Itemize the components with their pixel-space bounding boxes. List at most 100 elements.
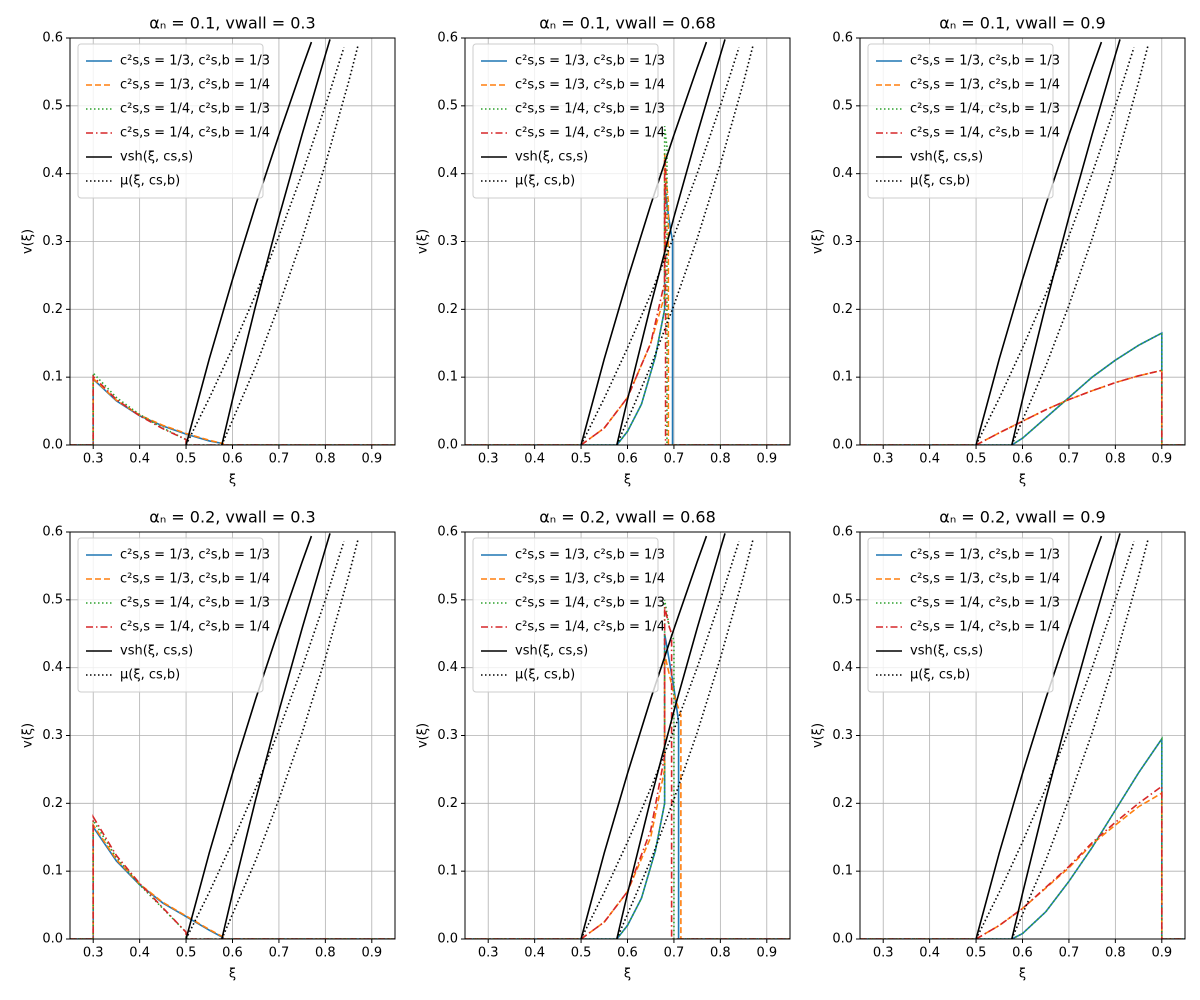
y-tick-label: 0.3 [42,234,63,249]
legend-box [867,537,1054,693]
lines [860,39,1185,445]
series-line [860,369,1185,445]
x-tick-label: 0.8 [1105,946,1126,961]
legend-box [472,43,659,199]
chart-title: αₙ = 0.1, vwall = 0.3 [149,14,315,33]
legend-box [77,43,264,199]
x-tick-label: 0.3 [83,946,104,961]
legend-label: μ(ξ, cs,b) [120,174,180,189]
lines [70,39,395,445]
legend-label: c²s,s = 1/4, c²s,b = 1/3 [515,596,665,611]
series-line [70,376,395,445]
y-tick-label: 0.5 [832,592,853,607]
x-tick-label: 0.3 [478,946,499,961]
y-tick-label: 0.6 [832,31,853,46]
y-tick-label: 0.1 [832,370,853,385]
legend-label: vsh(ξ, cs,s) [910,644,983,659]
x-tick-label: 0.7 [269,946,290,961]
y-tick-label: 0.4 [437,660,458,675]
y-tick-label: 0.4 [437,166,458,181]
subplot: 0.3 0.4 0.5 0.6 0.7 0.8 0.9 0.0 0.1 0.2 0.3 0.4 0.5 0… [416,508,791,982]
series-line [70,822,395,939]
series-line [185,45,359,445]
x-tick-label: 0.5 [966,452,987,467]
lines [860,533,1185,939]
x-tick-label: 0.8 [710,946,731,961]
series-line [580,533,726,939]
legend-label: c²s,s = 1/3, c²s,b = 1/4 [120,572,270,587]
x-tick-label: 0.4 [919,452,940,467]
legend-label: c²s,s = 1/4, c²s,b = 1/4 [515,126,665,141]
series-line [185,539,359,939]
legend-label: c²s,s = 1/4, c²s,b = 1/4 [910,620,1060,635]
legend-box [867,43,1054,199]
legend-label: vsh(ξ, cs,s) [120,644,193,659]
x-axis-label: ξ [1019,473,1026,488]
y-tick-label: 0.4 [832,166,853,181]
legend: c²s,s = 1/3, c²s,b = 1/3 c²s,s = 1/3, c²s… [867,537,1060,693]
series-line [465,606,790,939]
series-line [860,791,1185,939]
x-tick-label: 0.7 [664,452,685,467]
y-tick-label: 0.6 [42,525,63,540]
y-tick-label: 0.0 [832,438,853,453]
x-tick-label: 0.5 [571,946,592,961]
y-tick-label: 0.4 [832,660,853,675]
legend-label: c²s,s = 1/3, c²s,b = 1/4 [120,78,270,93]
x-tick-label: 0.8 [1105,452,1126,467]
x-tick-label: 0.9 [756,946,777,961]
series-line [860,784,1185,939]
axes-frame [69,531,396,940]
x-tick-label: 0.7 [664,946,685,961]
x-tick-label: 0.6 [617,946,638,961]
x-tick-label: 0.6 [617,452,638,467]
y-tick-label: 0.3 [832,728,853,743]
legend-label: c²s,s = 1/3, c²s,b = 1/4 [515,78,665,93]
y-tick-label: 0.3 [42,728,63,743]
x-tick-label: 0.9 [361,452,382,467]
y-tick-label: 0.5 [832,98,853,113]
lines [465,533,790,939]
x-tick-label: 0.9 [1151,452,1172,467]
x-tick-label: 0.9 [361,946,382,961]
series-line [185,533,331,939]
x-tick-label: 0.8 [710,452,731,467]
y-tick-label: 0.1 [437,370,458,385]
axes-frame [69,37,396,446]
y-axis-label: v(ξ) [21,229,36,254]
x-tick-label: 0.9 [756,452,777,467]
x-axis-label: ξ [624,473,631,488]
y-tick-label: 0.2 [437,796,458,811]
legend-label: c²s,s = 1/4, c²s,b = 1/4 [120,126,270,141]
y-tick-label: 0.2 [42,302,63,317]
x-tick-label: 0.8 [315,946,336,961]
legend-label: μ(ξ, cs,b) [515,668,575,683]
x-tick-label: 0.7 [269,452,290,467]
y-axis-label: v(ξ) [416,723,431,748]
y-axis-label: v(ξ) [21,723,36,748]
y-tick-label: 0.0 [42,438,63,453]
axes-frame [859,531,1186,940]
subplot: 0.3 0.4 0.5 0.6 0.7 0.8 0.9 0.0 0.1 0.2 0.3 0.4 0.5 0… [811,14,1186,488]
legend-label: c²s,s = 1/3, c²s,b = 1/3 [910,548,1060,563]
y-tick-label: 0.6 [42,31,63,46]
legend-label: c²s,s = 1/4, c²s,b = 1/4 [515,620,665,635]
legend-label: c²s,s = 1/4, c²s,b = 1/3 [515,102,665,117]
y-tick-label: 0.6 [437,525,458,540]
legend-box [77,537,264,693]
x-axis-label: ξ [1019,967,1026,982]
legend-label: μ(ξ, cs,b) [910,668,970,683]
legend-label: μ(ξ, cs,b) [120,668,180,683]
y-tick-label: 0.1 [437,864,458,879]
legend-label: c²s,s = 1/4, c²s,b = 1/3 [910,596,1060,611]
legend: c²s,s = 1/3, c²s,b = 1/3 c²s,s = 1/3, c²s… [77,43,270,199]
legend: c²s,s = 1/3, c²s,b = 1/3 c²s,s = 1/3, c²s… [472,537,665,693]
legend-label: c²s,s = 1/3, c²s,b = 1/3 [120,548,270,563]
y-tick-label: 0.2 [832,796,853,811]
x-tick-label: 0.7 [1059,452,1080,467]
x-tick-label: 0.6 [222,452,243,467]
y-tick-label: 0.2 [437,302,458,317]
y-tick-label: 0.1 [42,864,63,879]
y-tick-label: 0.3 [832,234,853,249]
legend: c²s,s = 1/3, c²s,b = 1/3 c²s,s = 1/3, c²s… [77,537,270,693]
